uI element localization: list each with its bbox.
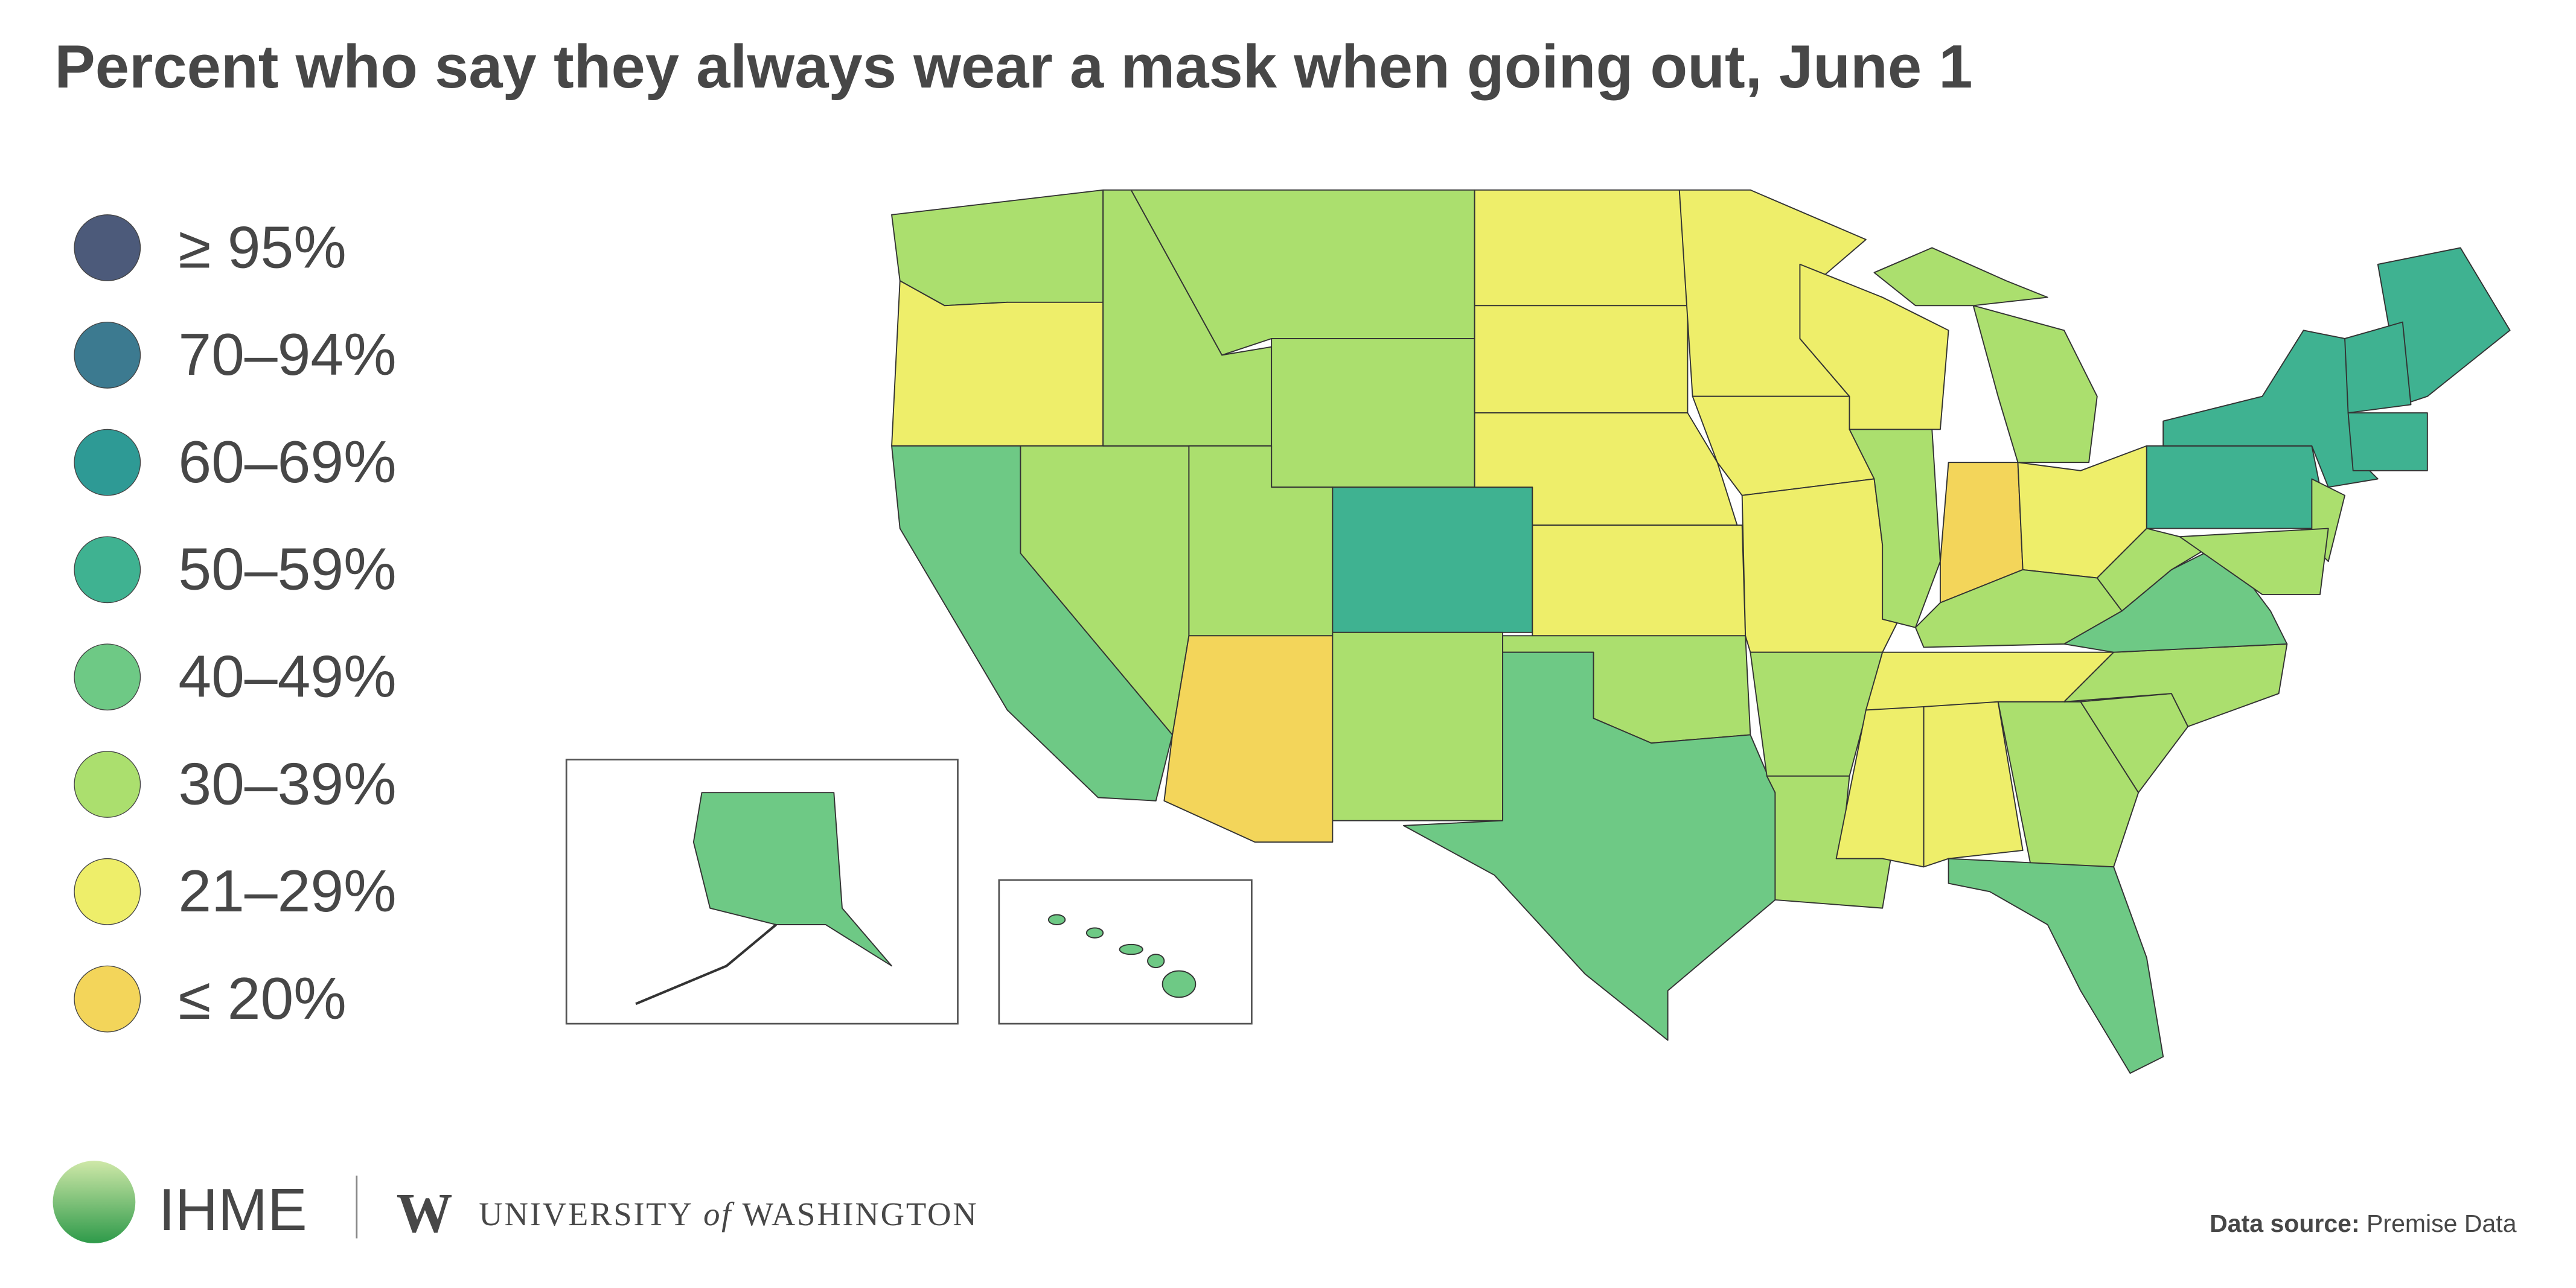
legend-label: 70–94% bbox=[178, 321, 396, 387]
university-text: WASHINGTON bbox=[743, 1196, 979, 1232]
state bbox=[2344, 321, 2412, 414]
state bbox=[1332, 631, 1504, 821]
legend-swatch bbox=[74, 429, 141, 496]
uw-mark: W bbox=[396, 1182, 452, 1245]
state bbox=[1474, 189, 1689, 307]
hawaii-inset bbox=[998, 879, 1253, 1025]
state bbox=[1403, 651, 1776, 1041]
hawaii bbox=[1047, 914, 1197, 998]
state bbox=[1271, 338, 1475, 488]
university-text: of bbox=[703, 1196, 735, 1232]
state bbox=[1766, 775, 1891, 909]
title: Percent who say they always wear a mask … bbox=[54, 33, 1972, 101]
legend-label: 60–69% bbox=[178, 429, 396, 495]
state bbox=[2179, 528, 2329, 595]
state bbox=[1147, 954, 1165, 969]
legend-swatch bbox=[74, 321, 141, 389]
state bbox=[1163, 635, 1334, 843]
legend-swatch bbox=[74, 858, 141, 925]
legend-swatch bbox=[74, 751, 141, 818]
state bbox=[1332, 486, 1533, 633]
legend-swatch bbox=[74, 643, 141, 711]
state bbox=[2146, 445, 2329, 529]
legend: ≥ 95% 70–94% 60–69% 50–59% 40–49% 30–39% 21–29… bbox=[74, 214, 397, 1033]
aleutians bbox=[635, 923, 777, 1006]
legend-label: 30–39% bbox=[178, 750, 396, 817]
legend-swatch bbox=[74, 214, 141, 281]
university-text: UNIVERSITY bbox=[479, 1196, 693, 1232]
legend-label: 40–49% bbox=[178, 643, 396, 710]
state bbox=[1923, 701, 2024, 868]
org-name: IHME bbox=[159, 1176, 307, 1243]
data-source: Data source: Premise Data bbox=[2210, 1210, 2517, 1237]
legend-label: ≤ 20% bbox=[178, 965, 346, 1031]
legend-swatch bbox=[74, 965, 141, 1033]
state bbox=[692, 792, 892, 967]
university-name: UNIVERSITY of WASHINGTON bbox=[479, 1196, 978, 1232]
state bbox=[2347, 412, 2428, 471]
legend-label: 50–59% bbox=[178, 536, 396, 602]
state bbox=[1873, 247, 2048, 307]
us-map bbox=[891, 189, 2511, 1074]
state bbox=[1948, 858, 2164, 1074]
state bbox=[1849, 429, 1941, 628]
state bbox=[1119, 943, 1143, 955]
legend-swatch bbox=[74, 536, 141, 604]
legend-label: ≥ 95% bbox=[178, 214, 346, 280]
state bbox=[1532, 524, 1747, 637]
state bbox=[1741, 478, 1900, 653]
state bbox=[1972, 305, 2098, 464]
legend-label: 21–29% bbox=[178, 858, 396, 924]
state bbox=[1835, 706, 1925, 868]
source: Premise Data bbox=[2367, 1210, 2517, 1237]
state bbox=[1474, 305, 1689, 414]
state bbox=[1162, 970, 1197, 998]
source-label: Data source: bbox=[2210, 1210, 2359, 1237]
ihme-logo bbox=[53, 1161, 136, 1243]
state bbox=[1047, 914, 1066, 925]
state bbox=[891, 280, 1104, 447]
state bbox=[1085, 927, 1104, 939]
alaska-inset bbox=[565, 759, 959, 1025]
